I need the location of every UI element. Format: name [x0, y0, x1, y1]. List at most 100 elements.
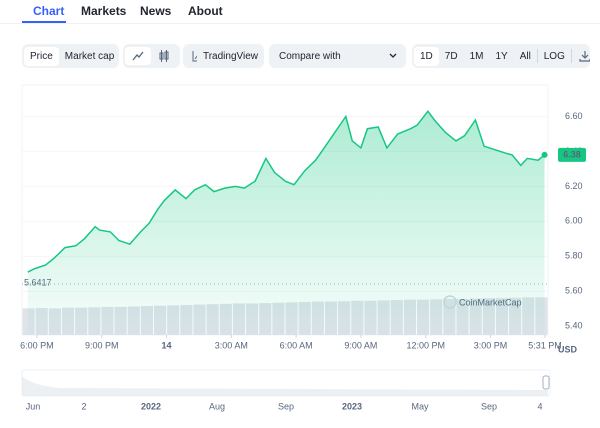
x-tick-label: 9:00 AM [344, 340, 377, 350]
navigator [21, 369, 551, 397]
x-tick-label: 12:00 PM [406, 340, 445, 350]
volume-bar [140, 306, 153, 335]
tradingview-button[interactable]: TradingView [183, 44, 264, 68]
range-button[interactable]: All [519, 50, 531, 62]
volume-bar [430, 299, 443, 335]
volume-bar [482, 298, 495, 335]
toggle-button[interactable]: Market cap [64, 50, 115, 62]
navigator-label: Aug [209, 401, 225, 411]
tab[interactable]: About [188, 4, 223, 18]
icon [132, 51, 144, 61]
price-tag-label: 6.38 [563, 149, 581, 159]
volume-bar [114, 306, 127, 335]
chevron [389, 53, 397, 58]
range-button[interactable]: 1D [414, 46, 439, 66]
icon [192, 51, 197, 62]
tab-underline [22, 21, 66, 23]
volume-bar [351, 300, 364, 335]
line-icon[interactable] [125, 47, 151, 65]
reference-label: 5.6417 [24, 277, 52, 287]
x-tick-label: 3:00 PM [474, 340, 508, 350]
divider [536, 49, 538, 63]
volume-bar [364, 300, 377, 335]
volume-bar [35, 308, 48, 335]
volume-bar [22, 308, 35, 335]
volume-bar [154, 305, 167, 335]
volume-bar [443, 298, 456, 335]
navigator-label: 2022 [141, 401, 161, 411]
navigator-area [22, 376, 548, 396]
volume-bar [272, 302, 285, 335]
volume-bar [377, 300, 390, 335]
volume-bar [324, 301, 338, 335]
range-button[interactable]: 1M [469, 50, 484, 62]
candle-icon[interactable] [151, 47, 177, 65]
volume-bar [61, 307, 75, 335]
range-button[interactable]: 7D [444, 50, 458, 62]
area-fill [27, 111, 545, 335]
y-tick-label: 6.20 [565, 181, 583, 191]
navigator-label: Jun [26, 401, 41, 411]
currency-label: USD [558, 344, 578, 354]
tab-divider [0, 23, 600, 24]
navigator-label: 4 [537, 401, 542, 411]
y-tick-label: 6.60 [565, 111, 583, 121]
volume-bar [456, 298, 469, 335]
navigator-label: 2 [81, 401, 86, 411]
volume-bar [338, 301, 351, 335]
x-tick-label: 6:00 AM [280, 340, 313, 350]
volume-bar [246, 303, 259, 335]
y-tick-label: 5.60 [565, 286, 583, 296]
tab[interactable]: Chart [33, 4, 65, 18]
y-tick-label: 5.80 [565, 251, 583, 261]
chart-style-toggle [123, 44, 180, 68]
button-label: TradingView [202, 50, 258, 62]
volume-bar [232, 303, 246, 335]
volume-bar [101, 306, 114, 335]
range-toggle: 1D 7D 1M 1Y All LOG [412, 44, 590, 68]
log-button[interactable]: LOG [543, 50, 565, 62]
divider [570, 49, 572, 63]
volume-bar [390, 300, 403, 335]
download-icon[interactable] [578, 49, 590, 63]
volume-bar [259, 303, 272, 335]
volume-bar [206, 304, 219, 335]
icon [159, 50, 169, 62]
y-tick-label: 5.40 [565, 321, 583, 331]
toggle-button[interactable]: Price [24, 46, 59, 66]
tab[interactable]: Markets [81, 4, 127, 18]
compare-dropdown[interactable]: Compare with [269, 44, 406, 68]
volume-bar [127, 306, 140, 335]
volume-bar [193, 304, 206, 335]
volume-bar [311, 301, 324, 335]
volume-bar [88, 307, 101, 335]
volume-bar [509, 297, 522, 335]
x-tick-label: 14 [162, 340, 172, 350]
price-toggle: Price Market cap [22, 44, 119, 68]
price-line [27, 109, 545, 273]
navigator-label: Sep [481, 401, 497, 411]
tab[interactable]: News [140, 4, 172, 18]
volume-bar [298, 301, 311, 335]
navigator-label: Sep [278, 401, 294, 411]
watermark-logo [443, 295, 457, 309]
volume-bar [417, 299, 430, 335]
x-tick-label: 9:00 PM [85, 340, 119, 350]
x-tick-label: 6:00 PM [20, 340, 54, 350]
volume-bar [167, 305, 180, 335]
y-tick-label: 6.40 [565, 146, 583, 156]
volume-bar [535, 297, 548, 335]
volume-bar [48, 308, 61, 335]
volume-bar [75, 307, 88, 335]
range-button[interactable]: 1Y [495, 50, 508, 62]
dropdown-label: Compare with [279, 50, 341, 62]
volume-bar [469, 298, 482, 335]
last-point [541, 151, 548, 158]
volume-bar [219, 303, 232, 335]
y-tick-label: 6.00 [565, 216, 583, 226]
volume-bar [180, 304, 193, 335]
navigator-handle[interactable] [542, 375, 550, 390]
watermark: CoinMarketCap [459, 297, 522, 307]
volume-bar [522, 297, 535, 335]
